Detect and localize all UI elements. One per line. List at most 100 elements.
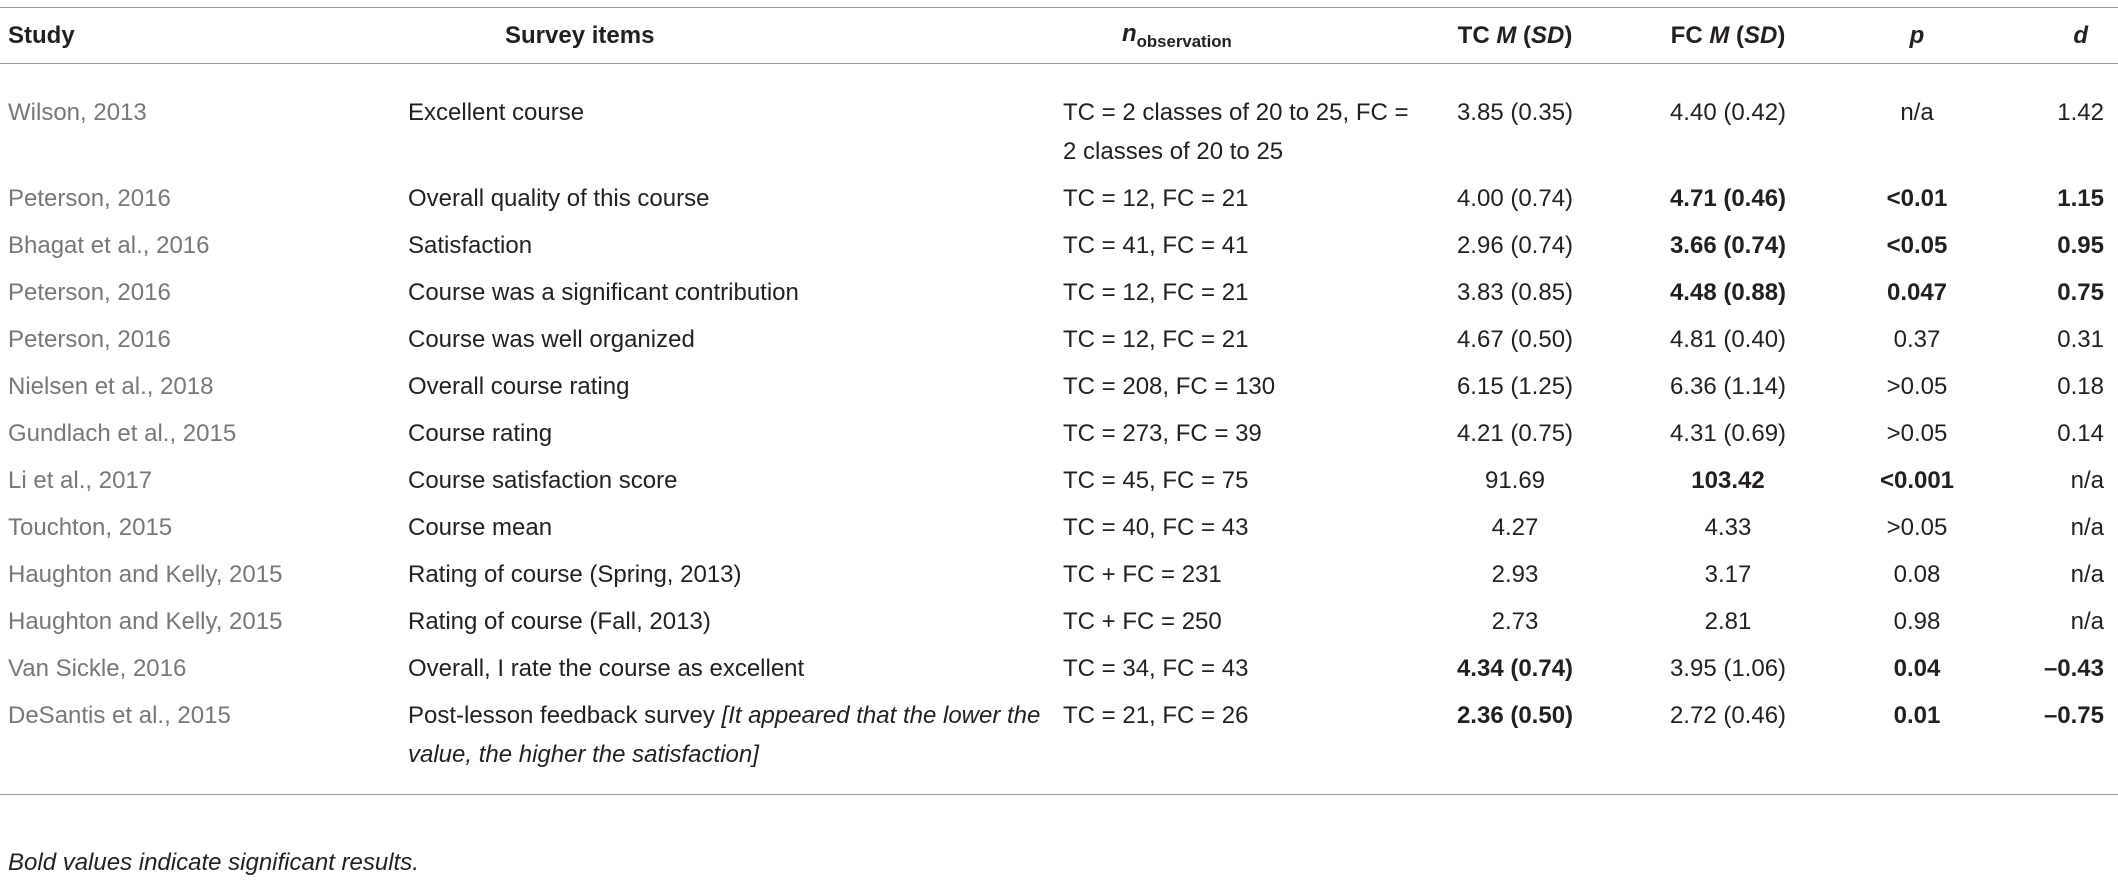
table-cell: 1.15 — [2057, 185, 2104, 212]
table-cell: 4.27 — [1491, 514, 1539, 541]
table-cell: Peterson, 2016 — [8, 185, 171, 212]
table-cell: 0.01 — [1846, 692, 1988, 795]
table-cell: Wilson, 2013 — [8, 99, 147, 126]
table-cell: TC + FC = 231 — [1063, 561, 1222, 588]
table-cell: TC + FC = 250 — [1063, 608, 1222, 635]
table-cell: 4.31 (0.69) — [1669, 420, 1787, 447]
table-cell: 0.14 — [2057, 420, 2104, 447]
text-segment: n — [1122, 19, 1137, 47]
table-cell: TC = 12, FC = 21 — [1063, 185, 1249, 212]
table-cell: 4.34 (0.74) — [1456, 655, 1574, 682]
text-segment: ( — [1516, 21, 1531, 49]
table-cell: Overall, I rate the course as excellent — [408, 655, 805, 682]
table-cell: >0.05 — [1886, 420, 1948, 447]
table-row: Peterson, 2016 Course was a significant c… — [0, 269, 2118, 316]
table-row: Haughton and Kelly, 2015 Rating of course… — [0, 551, 2118, 598]
table-cell: 0.98 — [1893, 608, 1941, 635]
table-cell: 3.95 (1.06) — [1669, 655, 1787, 682]
table-cell: Haughton and Kelly, 2015 — [8, 561, 283, 588]
table-cell: 4.33 — [1704, 514, 1752, 541]
table-body: Wilson, 2013 Excellent course TC = 2 class… — [0, 64, 2118, 795]
table-cell: 0.08 — [1893, 561, 1941, 588]
table-cell: –0.75 — [1988, 692, 2118, 795]
table-cell: Overall course rating — [408, 373, 630, 400]
table-cell: Course satisfaction score — [408, 467, 678, 494]
table-cell: Gundlach et al., 2015 — [8, 420, 237, 447]
table-cell: 4.67 (0.50) — [1456, 326, 1574, 353]
table-cell: TC = 34, FC = 43 — [1063, 655, 1249, 682]
text-segment: SD — [1744, 21, 1778, 49]
table-cell: TC = 208, FC = 130 — [1063, 373, 1276, 400]
text-segment: ) — [1564, 21, 1573, 49]
table-row: Touchton, 2015 Course mean TC = 40, FC = 4… — [0, 504, 2118, 551]
table-cell: Rating of course (Fall, 2013) — [408, 608, 711, 635]
table-cell: n/a — [2070, 561, 2104, 588]
table-cell: 6.36 (1.14) — [1669, 373, 1787, 400]
table-cell: Haughton and Kelly, 2015 — [8, 608, 283, 635]
table-cell: TC = 273, FC = 39 — [1063, 420, 1262, 447]
table-row: Wilson, 2013 Excellent course TC = 2 class… — [0, 64, 2118, 176]
text-segment: SD — [1531, 21, 1565, 49]
header-cell: Survey items — [400, 7, 1055, 64]
text-segment: TC — [1457, 21, 1497, 49]
header-cell: FC M (SD) — [1610, 7, 1846, 64]
table-cell: 2.93 — [1491, 561, 1539, 588]
table-cell: 2.72 (0.46) — [1610, 692, 1846, 795]
table-cell: Course mean — [408, 514, 553, 541]
table-cell: Nielsen et al., 2018 — [8, 373, 214, 400]
table-cell: n/a — [2070, 467, 2104, 494]
table-cell: DeSantis et al., 2015 — [0, 692, 400, 795]
text-segment: M — [1709, 21, 1730, 49]
table-cell: <0.001 — [1879, 467, 1955, 494]
table-cell: TC = 40, FC = 43 — [1063, 514, 1249, 541]
table-cell: 3.66 (0.74) — [1669, 232, 1787, 259]
text-segment: Post-lesson feedback survey — [408, 702, 722, 729]
table-cell: TC = 45, FC = 75 — [1063, 467, 1249, 494]
table-cell: 3.85 (0.35) — [1456, 99, 1574, 126]
table-cell: Peterson, 2016 — [8, 326, 171, 353]
table-cell: 4.00 (0.74) — [1456, 185, 1574, 212]
table-cell: 4.48 (0.88) — [1669, 279, 1787, 306]
table-cell: n/a — [2070, 608, 2104, 635]
table-cell: 1.42 — [2057, 99, 2104, 126]
table-cell: 0.18 — [2057, 373, 2104, 400]
text-segment: ( — [1729, 21, 1744, 49]
table-cell: <0.01 — [1886, 185, 1948, 212]
table-cell: 103.42 — [1691, 467, 1765, 494]
table-cell: 6.15 (1.25) — [1456, 373, 1574, 400]
table-cell: 2.36 (0.50) — [1420, 692, 1610, 795]
table-cell: Excellent course — [408, 99, 585, 126]
table-cell: <0.05 — [1886, 232, 1948, 259]
table-cell: Van Sickle, 2016 — [8, 655, 187, 682]
table-cell: 2.73 — [1491, 608, 1539, 635]
table-cell: 0.37 — [1893, 326, 1941, 353]
text-segment: [It appeared that the lower the value, t… — [408, 702, 1041, 768]
table-cell: >0.05 — [1886, 373, 1948, 400]
table-cell: Satisfaction — [408, 232, 533, 259]
header-cell: p — [1846, 7, 1988, 64]
table-row: Li et al., 2017 Course satisfaction score… — [0, 457, 2118, 504]
table-cell: 3.17 — [1704, 561, 1752, 588]
data-table: Study Survey items nobservation TC M (SD) FC… — [0, 7, 2118, 795]
table-cell: 3.83 (0.85) — [1456, 279, 1574, 306]
table-row: Bhagat et al., 2016 Satisfaction TC = 41, … — [0, 222, 2118, 269]
table-cell: Course was a significant contribution — [408, 279, 799, 306]
table-cell: TC = 21, FC = 26 — [1055, 692, 1420, 795]
footnote: Bold values indicate significant results… — [8, 849, 419, 876]
table-cell: Post-lesson feedback survey [It appeared… — [400, 692, 1055, 795]
table-cell: 0.04 — [1893, 655, 1941, 682]
table-cell: 4.21 (0.75) — [1456, 420, 1574, 447]
table-cell: >0.05 — [1886, 514, 1948, 541]
table-cell: 0.95 — [2057, 232, 2104, 259]
table-cell: –0.43 — [2043, 655, 2104, 682]
table-cell: Li et al., 2017 — [8, 467, 153, 494]
table-header: Study Survey items nobservation TC M (SD) FC… — [0, 7, 2118, 64]
table-cell: TC = 12, FC = 21 — [1063, 326, 1249, 353]
text-segment: observation — [1136, 31, 1232, 51]
table-cell: TC = 2 classes of 20 to 25, FC = 2 class… — [1063, 99, 1409, 165]
table-row: Van Sickle, 2016 Overall, I rate the cour… — [0, 645, 2118, 692]
table-cell: 4.81 (0.40) — [1669, 326, 1787, 353]
table-row: Peterson, 2016 Overall quality of this co… — [0, 175, 2118, 222]
table-cell: n/a — [1900, 99, 1934, 126]
